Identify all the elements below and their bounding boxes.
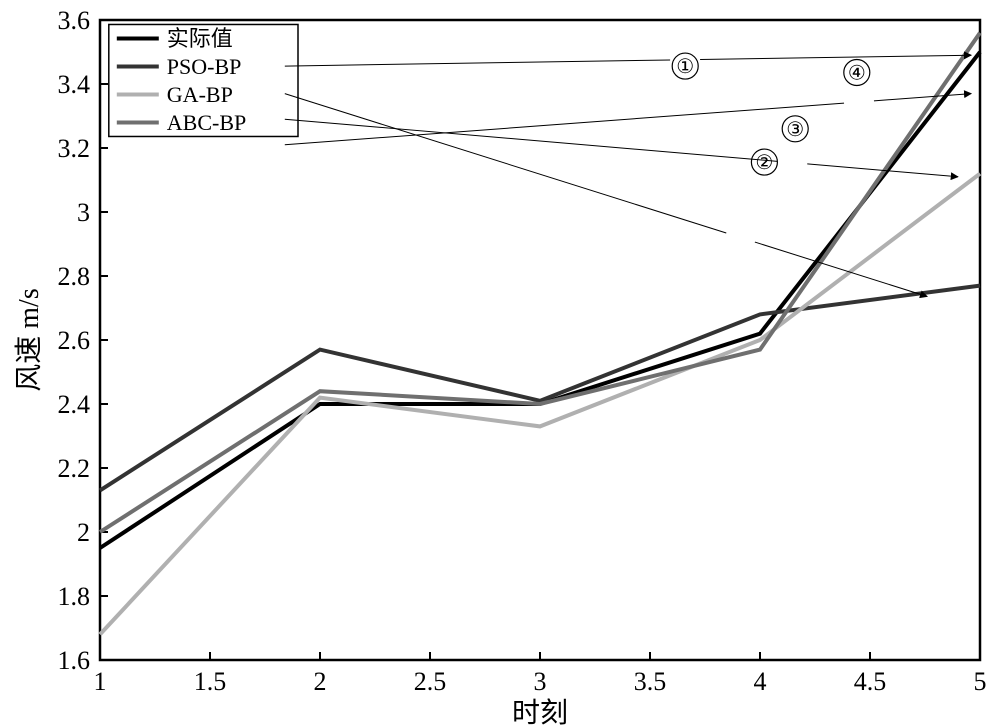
y-tick-label: 3.6 [58,6,91,35]
chart-container: 1 1.5 2 2.5 3 3.5 4 4.5 5 1.6 1.8 2 2.2 2.4 2.6 2.8 3 3.2… [0,0,1000,727]
y-tick-label: 1.8 [58,582,91,611]
y-tick-label: 3 [77,198,90,227]
x-tick-label: 3 [534,667,547,696]
x-tick-label: 1 [94,667,107,696]
callout-label: ① [676,56,694,78]
x-tick-label: 1.5 [194,667,227,696]
x-tick-label: 2 [314,667,327,696]
legend-label: GA-BP [167,82,233,107]
y-tick-label: 2.2 [58,454,91,483]
legend-label: ABC-BP [167,110,246,135]
y-tick-label: 3.2 [58,134,91,163]
line-chart: 1 1.5 2 2.5 3 3.5 4 4.5 5 1.6 1.8 2 2.2 2.4 2.6 2.8 3 3.2… [0,0,1000,727]
x-tick-label: 5 [974,667,987,696]
x-tick-label: 4.5 [854,667,887,696]
legend-label: PSO-BP [167,54,242,79]
x-axis-label: 时刻 [512,697,568,727]
y-tick-label: 2 [77,518,90,547]
y-tick-label: 3.4 [58,70,91,99]
callout-label: ③ [786,119,804,141]
y-tick-label: 2.8 [58,262,91,291]
callout-label: ④ [848,62,866,84]
y-tick-label: 2.4 [58,390,91,419]
y-tick-label: 1.6 [58,646,91,675]
y-axis-label: 风速 m/s [14,288,45,391]
x-tick-label: 2.5 [414,667,447,696]
y-tick-label: 2.6 [58,326,91,355]
callout-label: ② [755,152,773,174]
x-tick-label: 4 [754,667,767,696]
legend-label: 实际值 [167,26,233,51]
x-tick-label: 3.5 [634,667,667,696]
